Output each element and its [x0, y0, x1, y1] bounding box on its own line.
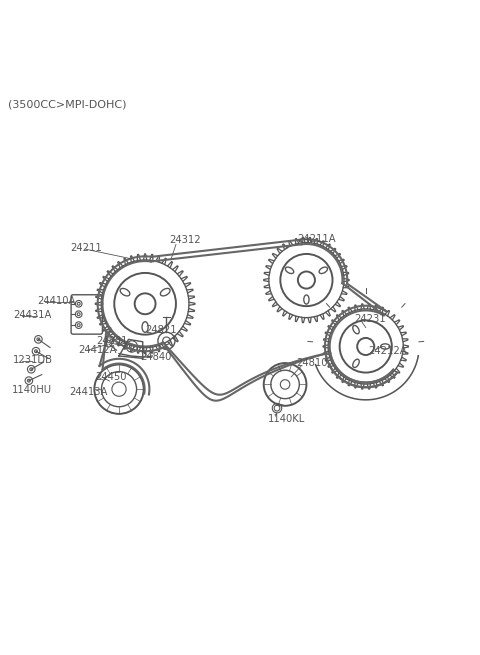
Text: 24821: 24821	[145, 326, 177, 335]
Text: 24231: 24231	[354, 314, 385, 324]
Text: 1140HU: 1140HU	[12, 385, 52, 395]
Text: 24831: 24831	[96, 336, 128, 346]
Text: 24312: 24312	[169, 234, 201, 245]
Text: 24211: 24211	[70, 243, 102, 253]
Text: 24410A: 24410A	[37, 297, 75, 307]
Text: 24431A: 24431A	[13, 310, 51, 320]
Text: 24412A: 24412A	[79, 345, 117, 355]
Text: 24212A: 24212A	[368, 346, 407, 356]
Text: 24810: 24810	[296, 358, 327, 368]
Text: 1140KL: 1140KL	[267, 414, 305, 424]
Text: 24413A: 24413A	[69, 386, 108, 396]
Text: 1231DB: 1231DB	[13, 355, 53, 365]
Text: 24450: 24450	[95, 372, 126, 383]
Text: 24840: 24840	[140, 352, 172, 362]
Text: 24211A: 24211A	[297, 234, 336, 244]
Text: (3500CC>MPI-DOHC): (3500CC>MPI-DOHC)	[8, 100, 126, 110]
